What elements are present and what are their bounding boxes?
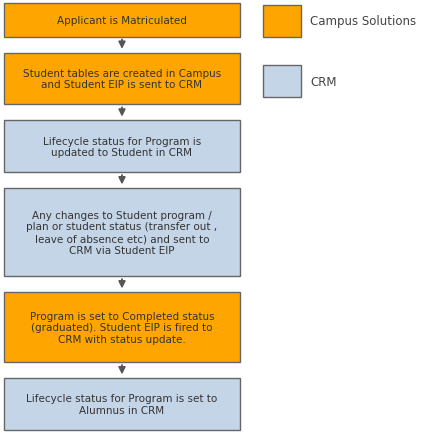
FancyBboxPatch shape xyxy=(4,53,240,105)
Text: Campus Solutions: Campus Solutions xyxy=(310,16,416,29)
Text: Program is set to Completed status
(graduated). Student EIP is fired to
CRM with: Program is set to Completed status (grad… xyxy=(30,311,214,344)
Text: CRM: CRM xyxy=(310,76,337,88)
FancyBboxPatch shape xyxy=(4,121,240,173)
Text: Lifecycle status for Program is set to
Alumnus in CRM: Lifecycle status for Program is set to A… xyxy=(27,393,218,415)
FancyBboxPatch shape xyxy=(263,6,301,38)
FancyBboxPatch shape xyxy=(4,378,240,430)
Text: Lifecycle status for Program is
updated to Student in CRM: Lifecycle status for Program is updated … xyxy=(43,136,201,158)
FancyBboxPatch shape xyxy=(4,189,240,276)
FancyBboxPatch shape xyxy=(4,4,240,38)
Text: Any changes to Student program /
plan or student status (transfer out ,
leave of: Any changes to Student program / plan or… xyxy=(27,210,218,255)
FancyBboxPatch shape xyxy=(263,66,301,98)
FancyBboxPatch shape xyxy=(4,293,240,362)
Text: Student tables are created in Campus
and Student EIP is sent to CRM: Student tables are created in Campus and… xyxy=(23,69,221,90)
Text: Applicant is Matriculated: Applicant is Matriculated xyxy=(57,16,187,26)
